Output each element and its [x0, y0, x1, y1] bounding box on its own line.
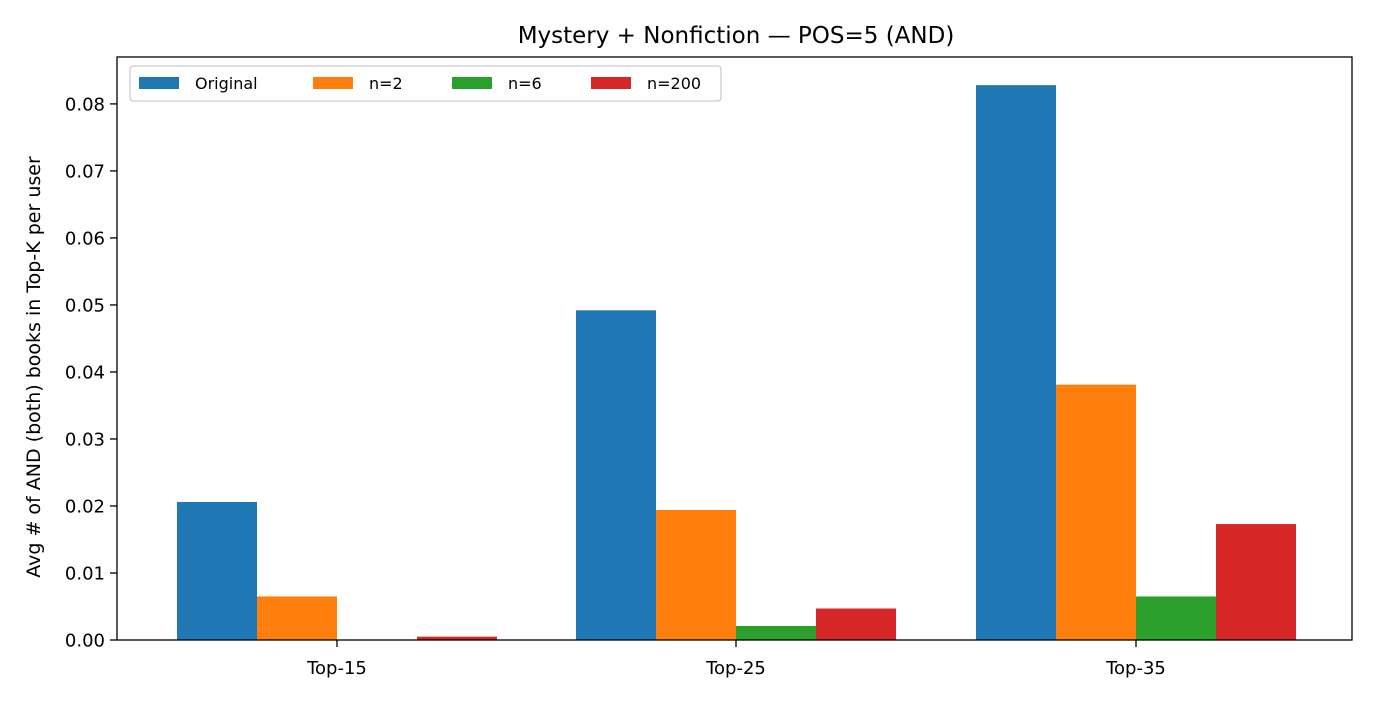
bar-n-6-top-35 — [1136, 596, 1216, 640]
legend-swatch — [452, 77, 492, 89]
bars-group — [177, 85, 1296, 640]
y-tick-label: 0.07 — [65, 161, 105, 182]
legend-label: n=6 — [508, 74, 542, 93]
legend-swatch — [591, 77, 631, 89]
chart-title: Mystery + Nonfiction — POS=5 (AND) — [518, 23, 955, 49]
x-tick-label: Top-25 — [705, 658, 766, 679]
y-tick-label: 0.08 — [65, 94, 105, 115]
bar-n-2-top-25 — [656, 509, 736, 640]
bar-original-top-15 — [177, 501, 257, 640]
bar-n-200-top-25 — [816, 608, 896, 640]
bar-n-2-top-15 — [257, 596, 337, 640]
x-tick-label: Top-15 — [306, 658, 367, 679]
y-axis-label: Avg # of AND (both) books in Top-K per u… — [23, 156, 45, 578]
y-tick-label: 0.05 — [65, 295, 105, 316]
bar-n-200-top-35 — [1216, 524, 1296, 640]
legend-swatch — [139, 77, 179, 89]
bar-original-top-35 — [976, 85, 1056, 640]
plot-frame — [116, 56, 1353, 641]
legend-label: n=2 — [369, 74, 403, 93]
legend-label: n=200 — [647, 74, 701, 93]
y-tick-label: 0.02 — [65, 496, 105, 517]
bar-n-200-top-15 — [417, 636, 497, 640]
y-tick-label: 0.06 — [65, 228, 105, 249]
y-tick-label: 0.04 — [65, 362, 105, 383]
y-axis: 0.00 0.01 0.02 0.03 0.04 0.05 0.06 0.07 0.08 — [65, 94, 117, 652]
legend-label: Original — [195, 74, 258, 93]
y-tick-label: 0.03 — [65, 429, 105, 450]
y-tick-label: 0.01 — [65, 563, 105, 584]
x-tick-label: Top-35 — [1105, 658, 1166, 679]
legend-box — [129, 65, 722, 102]
legend: Original n=2 n=6 n=200 — [129, 65, 722, 102]
bar-n-6-top-25 — [736, 625, 816, 640]
x-axis: Top-15 Top-25 Top-35 — [306, 640, 1166, 679]
y-tick-label: 0.00 — [65, 631, 105, 652]
bar-n-2-top-35 — [1056, 384, 1136, 640]
legend-swatch — [313, 77, 353, 89]
bar-original-top-25 — [576, 310, 656, 640]
